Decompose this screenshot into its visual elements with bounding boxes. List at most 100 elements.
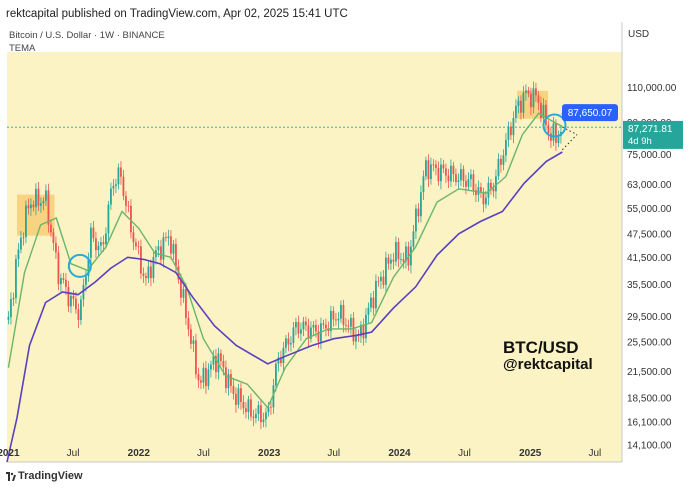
candle-body	[502, 155, 505, 165]
candle-body	[232, 386, 235, 394]
candle-body	[220, 353, 222, 361]
candle-body	[392, 259, 395, 262]
candle-body	[55, 242, 57, 253]
candle-body	[245, 408, 247, 412]
candle-body	[410, 246, 412, 266]
candle-body	[25, 205, 27, 238]
candle-body	[112, 185, 115, 189]
candle-body	[485, 197, 487, 205]
candle-body	[442, 164, 445, 169]
candle-body	[242, 401, 245, 409]
candle-body	[505, 139, 507, 156]
candle-body	[107, 204, 110, 234]
candle-body	[30, 204, 32, 209]
candle-body	[225, 367, 227, 389]
x-tick-label: 2023	[258, 448, 281, 459]
currency-label[interactable]: USD	[628, 29, 650, 40]
candle-body	[10, 299, 12, 318]
candle-body	[230, 373, 232, 387]
candle-body	[67, 286, 70, 307]
candle-body	[547, 125, 550, 134]
candle-body	[337, 318, 340, 321]
y-tick-label: 14,100.00	[627, 441, 672, 452]
candle-body	[330, 310, 332, 332]
candle-body	[82, 284, 85, 300]
candle-body	[422, 176, 425, 193]
candle-body	[390, 259, 392, 264]
y-tick-label: 110,000.00	[627, 83, 677, 94]
y-tick-label: 41,500.00	[627, 253, 672, 264]
candle-body	[432, 164, 435, 166]
candle-body	[127, 205, 130, 207]
candle-body	[110, 188, 112, 205]
candle-body	[90, 227, 92, 258]
candle-body	[97, 245, 100, 251]
candle-body	[62, 278, 65, 280]
candle-body	[190, 329, 192, 344]
candle-body	[222, 360, 225, 368]
y-tick-label: 47,500.00	[627, 229, 672, 240]
candle-body	[170, 236, 172, 254]
candle-body	[525, 90, 527, 93]
candle-body	[160, 246, 162, 260]
candle-body	[462, 169, 465, 181]
candle-body	[60, 278, 62, 285]
candle-body	[455, 174, 457, 182]
candle-body	[77, 309, 80, 321]
candle-body	[57, 252, 60, 285]
candle-body	[140, 246, 142, 274]
candle-body	[477, 187, 480, 195]
candle-body	[527, 90, 530, 94]
candle-body	[287, 338, 290, 345]
candle-body	[445, 168, 447, 176]
x-tick-label: 2022	[128, 448, 151, 459]
candle-body	[150, 266, 152, 279]
candle-body	[50, 224, 52, 233]
candle-body	[95, 238, 97, 251]
projection-upper-line	[562, 126, 578, 136]
candle-body	[175, 243, 177, 267]
x-tick-label: Jul	[458, 448, 471, 459]
axis-background	[622, 52, 696, 462]
candle-body	[552, 123, 555, 141]
candle-body	[32, 204, 35, 208]
candle-body	[315, 324, 317, 332]
candle-body	[335, 319, 337, 321]
candle-body	[405, 246, 407, 262]
candle-body	[195, 340, 197, 375]
candle-body	[45, 190, 47, 201]
candle-body	[342, 304, 345, 325]
candle-body	[240, 388, 242, 402]
tradingview-brand[interactable]: TradingView	[18, 470, 83, 482]
candle-body	[420, 192, 422, 217]
y-tick-label: 16,100.00	[627, 418, 672, 429]
candle-body	[147, 266, 150, 279]
y-tick-label: 21,500.00	[627, 367, 672, 378]
x-tick-label: 2025	[519, 448, 542, 459]
candle-body	[312, 324, 315, 328]
candle-body	[172, 243, 175, 254]
candle-body	[415, 208, 417, 232]
candle-body	[327, 328, 330, 332]
candle-body	[250, 399, 252, 417]
candle-body	[480, 187, 482, 193]
y-tick-label: 55,000.00	[627, 204, 672, 215]
candle-body	[412, 231, 415, 247]
candle-body	[87, 257, 90, 277]
candle-body	[437, 167, 440, 182]
candle-body	[472, 174, 475, 191]
candle-body	[425, 160, 427, 177]
candle-body	[427, 160, 430, 180]
candle-body	[260, 405, 262, 423]
candle-body	[20, 237, 22, 250]
candle-body	[215, 355, 217, 373]
candle-body	[367, 307, 370, 315]
candle-body	[305, 321, 307, 326]
candle-body	[537, 95, 540, 103]
candle-body	[262, 419, 265, 423]
candle-body	[520, 100, 522, 113]
candle-body	[207, 369, 210, 387]
candle-body	[440, 164, 442, 182]
